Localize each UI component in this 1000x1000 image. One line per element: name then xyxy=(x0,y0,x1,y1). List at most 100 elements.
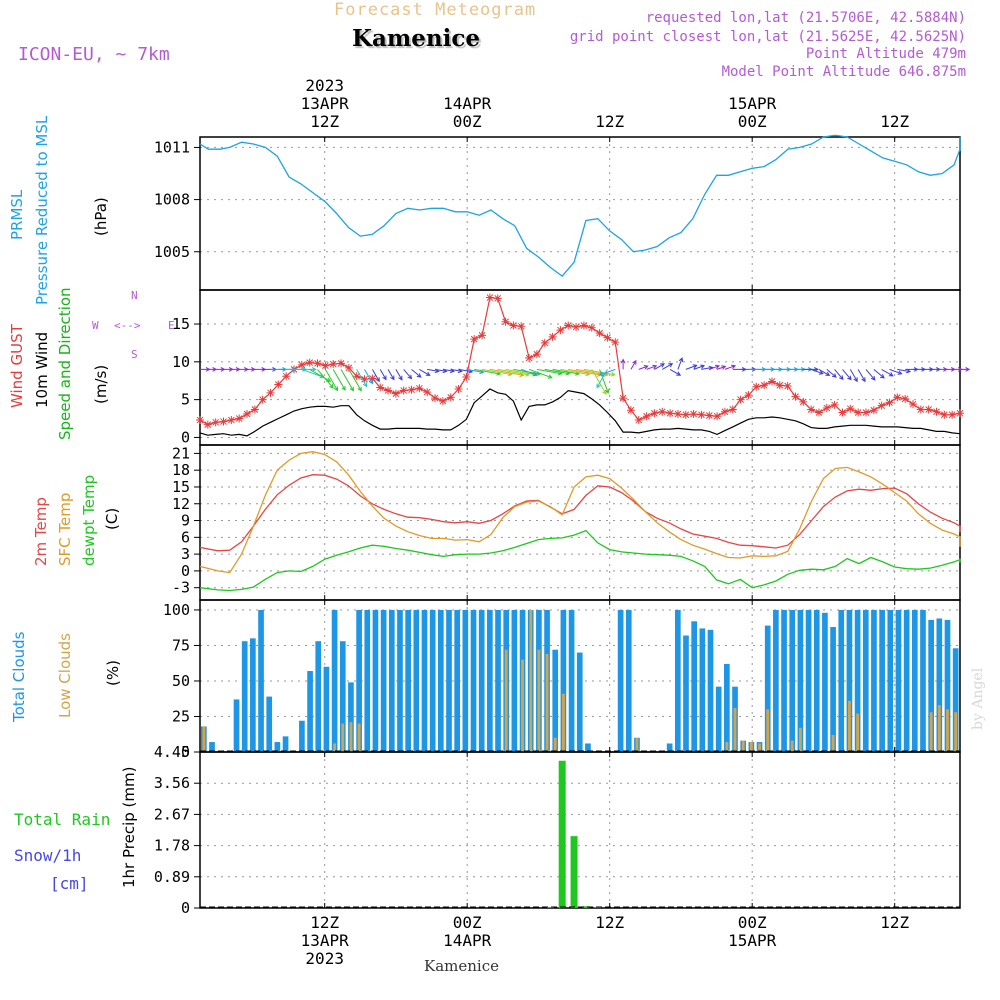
gust-marker xyxy=(313,359,322,368)
total-cloud-bar xyxy=(470,609,477,752)
series-10m-wind xyxy=(199,388,961,437)
wind-direction-arrow xyxy=(826,369,837,378)
total-cloud-bar xyxy=(928,619,934,752)
rain-label-b: Snow/1h xyxy=(14,846,82,865)
y-tick-label: 21 xyxy=(172,444,190,462)
total-cloud-bar xyxy=(429,609,436,752)
gust-marker xyxy=(282,372,291,381)
y-tick-label: 0 xyxy=(181,899,190,917)
y-tick-label: 25 xyxy=(172,707,190,725)
wind-direction-arrow xyxy=(716,365,727,370)
total-cloud-bar xyxy=(511,609,518,752)
gust-marker xyxy=(431,394,440,403)
series-prmsl xyxy=(199,134,961,277)
total-cloud-bar xyxy=(266,696,273,752)
gust-marker xyxy=(932,407,941,416)
panel-pressure xyxy=(194,134,961,291)
panel-wind xyxy=(194,289,971,446)
total-cloud-bar xyxy=(388,609,395,752)
gust-marker xyxy=(587,323,596,332)
y-tick-label: 1011 xyxy=(154,138,190,156)
y-tick-label: 6 xyxy=(181,528,190,546)
requested-coords: requested lon,lat (21.5706E, 42.5884N) xyxy=(645,10,966,26)
total-cloud-bar xyxy=(944,619,951,752)
gust-marker xyxy=(329,360,338,369)
gust-marker xyxy=(728,405,737,414)
gust-marker xyxy=(454,385,463,394)
gust-marker xyxy=(760,381,769,390)
wind-direction-arrow xyxy=(889,368,903,375)
total-cloud-bar xyxy=(380,609,387,752)
series-wind-gust xyxy=(199,296,961,426)
low-cloud-bar xyxy=(758,743,761,752)
gust-marker xyxy=(360,375,369,384)
gust-marker xyxy=(391,389,400,398)
total-cloud-bar xyxy=(666,743,673,752)
wind-direction-arrow xyxy=(294,367,317,372)
footer-location: Kamenice xyxy=(424,957,499,975)
gust-marker xyxy=(767,377,776,386)
total-cloud-bar xyxy=(446,609,452,752)
gust-marker xyxy=(830,400,839,409)
wind-direction-arrow xyxy=(662,363,674,370)
gust-marker xyxy=(525,354,534,363)
gust-marker xyxy=(493,294,502,303)
low-cloud-bar xyxy=(349,722,353,752)
y-tick-label: 3 xyxy=(181,545,190,563)
low-cloud-bar xyxy=(725,742,729,752)
total-cloud-bar xyxy=(822,612,828,752)
total-cloud-bar xyxy=(299,720,305,752)
compass-w: W xyxy=(92,319,99,332)
gust-marker xyxy=(626,406,635,415)
total-cloud-bar xyxy=(307,671,313,752)
y-tick-label: 0 xyxy=(181,562,190,580)
bottom-date-label: 00Z xyxy=(738,913,767,932)
gust-marker xyxy=(384,386,393,395)
low-cloud-bar xyxy=(848,700,851,752)
gust-marker xyxy=(650,409,659,418)
panel-temperature xyxy=(194,444,961,601)
total-cloud-bar xyxy=(674,609,681,752)
gust-marker xyxy=(634,416,643,425)
y-tick-label: 0 xyxy=(181,743,190,761)
low-cloud-bar xyxy=(521,659,524,752)
low-cloud-bar xyxy=(749,742,753,752)
wind-direction-arrow xyxy=(620,358,626,370)
gust-marker xyxy=(956,409,964,418)
rain-bar xyxy=(546,907,554,908)
rain-label-c: [cm] xyxy=(50,874,89,893)
y-tick-label: 15 xyxy=(172,315,190,333)
total-cloud-bar xyxy=(805,609,812,752)
panel-precip xyxy=(194,751,961,909)
total-cloud-bar xyxy=(405,609,411,752)
total-cloud-bar xyxy=(699,628,706,752)
total-cloud-bar xyxy=(209,742,215,752)
total-cloud-bar xyxy=(936,618,943,752)
gust-marker xyxy=(697,410,706,419)
low-cloud-bar xyxy=(954,712,958,752)
product-title: Forecast Meteogram xyxy=(334,0,537,20)
gust-marker xyxy=(274,380,283,389)
wind-direction-arrow xyxy=(646,364,658,370)
total-cloud-bar xyxy=(356,609,362,752)
gust-marker xyxy=(203,420,212,429)
gust-marker xyxy=(619,394,628,403)
low-cloud-bar xyxy=(733,707,737,752)
total-cloud-bar xyxy=(241,641,248,752)
bottom-date-label: 2023 xyxy=(305,949,344,968)
gust-marker xyxy=(924,405,933,414)
low-cloud-bar xyxy=(553,737,557,752)
gust-marker xyxy=(861,408,870,417)
gust-marker xyxy=(713,412,722,421)
total-cloud-bar xyxy=(813,609,820,752)
compass-n: N xyxy=(131,289,138,302)
low-cloud-bar xyxy=(946,709,949,752)
gust-marker xyxy=(423,388,432,397)
low-cloud-bar xyxy=(537,649,541,752)
top-date-label: 00Z xyxy=(738,112,767,131)
gust-marker xyxy=(227,416,236,425)
wind-direction-arrow xyxy=(724,364,737,370)
wind-direction-arrow xyxy=(849,369,858,383)
gust-marker xyxy=(854,408,863,417)
